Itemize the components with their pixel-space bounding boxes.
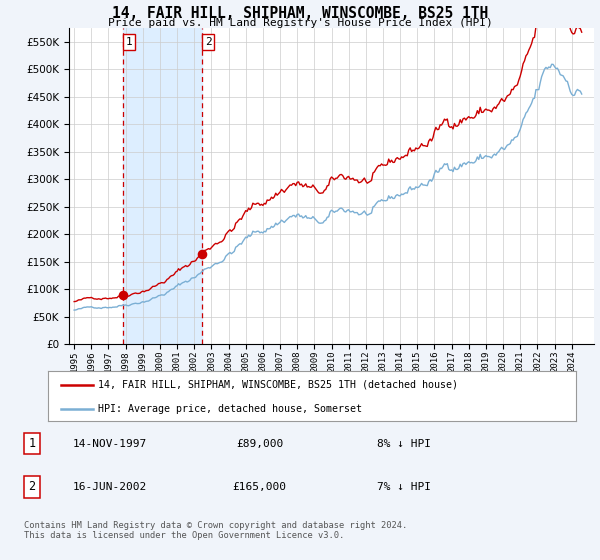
Text: 1: 1: [126, 37, 133, 47]
Text: HPI: Average price, detached house, Somerset: HPI: Average price, detached house, Some…: [98, 404, 362, 413]
Text: £89,000: £89,000: [236, 439, 283, 449]
Bar: [124, 28, 202, 344]
Text: 2: 2: [205, 37, 211, 47]
Text: 7% ↓ HPI: 7% ↓ HPI: [377, 482, 431, 492]
Text: 14, FAIR HILL, SHIPHAM, WINSCOMBE, BS25 1TH: 14, FAIR HILL, SHIPHAM, WINSCOMBE, BS25 …: [112, 6, 488, 21]
Text: Contains HM Land Registry data © Crown copyright and database right 2024.: Contains HM Land Registry data © Crown c…: [24, 521, 407, 530]
Text: £165,000: £165,000: [233, 482, 287, 492]
Text: 14, FAIR HILL, SHIPHAM, WINSCOMBE, BS25 1TH (detached house): 14, FAIR HILL, SHIPHAM, WINSCOMBE, BS25 …: [98, 380, 458, 390]
Text: 2: 2: [29, 480, 36, 493]
Text: Price paid vs. HM Land Registry's House Price Index (HPI): Price paid vs. HM Land Registry's House …: [107, 18, 493, 28]
Text: 1: 1: [29, 437, 36, 450]
Text: This data is licensed under the Open Government Licence v3.0.: This data is licensed under the Open Gov…: [24, 531, 344, 540]
Text: 8% ↓ HPI: 8% ↓ HPI: [377, 439, 431, 449]
Text: 14-NOV-1997: 14-NOV-1997: [73, 439, 147, 449]
Point: [197, 249, 207, 258]
Point: [119, 291, 128, 300]
Text: 16-JUN-2002: 16-JUN-2002: [73, 482, 147, 492]
